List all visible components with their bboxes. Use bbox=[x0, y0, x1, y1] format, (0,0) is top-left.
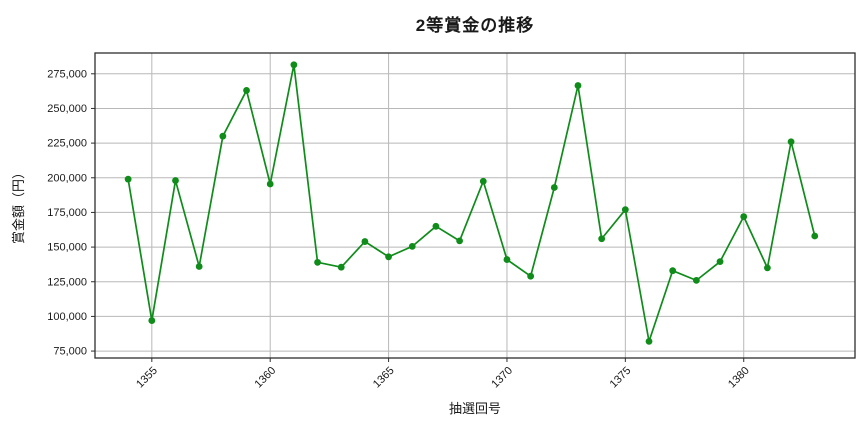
data-point-marker bbox=[243, 87, 250, 94]
data-point-marker bbox=[408, 242, 416, 250]
data-point-marker bbox=[669, 267, 677, 275]
x-tick-label: 1355 bbox=[134, 365, 160, 391]
y-tick-label: 250,000 bbox=[47, 103, 87, 115]
x-tick-label: 1375 bbox=[608, 365, 634, 391]
y-tick-label: 125,000 bbox=[47, 276, 87, 288]
data-point-marker bbox=[195, 263, 203, 270]
series-line bbox=[127, 63, 816, 343]
axis-ticks: 75,000 100,000 125,000 150,000 175,000 200,00… bbox=[47, 68, 752, 390]
data-point-marker bbox=[337, 263, 345, 271]
data-point-marker bbox=[716, 258, 724, 266]
y-tick-label: 200,000 bbox=[47, 172, 87, 184]
data-point-marker bbox=[148, 317, 156, 324]
y-tick-label: 100,000 bbox=[47, 311, 87, 323]
data-point-marker bbox=[385, 253, 392, 261]
plot-background bbox=[95, 53, 855, 358]
x-tick-label: 1365 bbox=[371, 365, 397, 391]
data-point-marker bbox=[692, 276, 700, 284]
data-point-marker bbox=[290, 61, 298, 69]
data-point-marker bbox=[645, 337, 653, 345]
data-point-marker bbox=[574, 82, 582, 89]
data-point-marker bbox=[314, 258, 321, 266]
data-point-marker bbox=[598, 235, 606, 243]
y-tick-label: 225,000 bbox=[47, 138, 87, 150]
data-point-marker bbox=[172, 177, 179, 184]
series-markers bbox=[124, 61, 819, 345]
gridlines bbox=[95, 53, 855, 358]
plot-frame bbox=[94, 52, 856, 359]
x-axis-label: 抽選回号 bbox=[448, 401, 501, 416]
y-tick-label: 75,000 bbox=[53, 346, 87, 358]
x-tick-label: 1370 bbox=[489, 365, 515, 391]
data-point-marker bbox=[527, 272, 535, 280]
y-tick-label: 275,000 bbox=[47, 68, 87, 80]
data-point-marker bbox=[361, 238, 369, 245]
data-point-marker bbox=[456, 237, 464, 245]
y-tick-label: 150,000 bbox=[47, 242, 87, 254]
y-tick-label: 175,000 bbox=[47, 207, 87, 219]
data-point-marker bbox=[266, 180, 274, 188]
data-point-marker bbox=[503, 256, 511, 263]
chart-title: 2等賞金の推移 bbox=[415, 16, 535, 35]
data-point-marker bbox=[432, 222, 440, 230]
data-point-marker bbox=[550, 184, 558, 191]
data-point-marker bbox=[763, 264, 771, 272]
data-point-marker bbox=[811, 232, 819, 240]
data-point-marker bbox=[219, 132, 227, 140]
data-point-marker bbox=[740, 213, 748, 220]
x-tick-label: 1360 bbox=[253, 365, 279, 391]
data-point-marker bbox=[124, 175, 132, 183]
data-point-marker bbox=[479, 177, 487, 185]
x-tick-label: 1380 bbox=[726, 365, 752, 391]
data-point-marker bbox=[787, 138, 795, 146]
data-point-marker bbox=[621, 206, 629, 214]
